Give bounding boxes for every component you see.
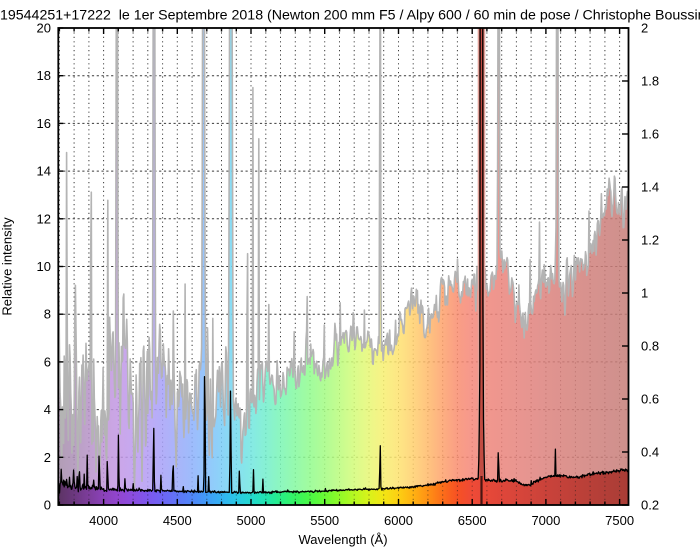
svg-text:14: 14 xyxy=(37,164,51,179)
svg-text:19544251+17222 le 1er Septemb: 19544251+17222 le 1er Septembre 2018 (Ne… xyxy=(0,8,700,24)
svg-text:1.6: 1.6 xyxy=(641,127,659,142)
svg-text:2: 2 xyxy=(44,450,51,465)
svg-text:0.6: 0.6 xyxy=(641,392,659,407)
svg-text:4000: 4000 xyxy=(89,513,118,528)
svg-text:0.8: 0.8 xyxy=(641,339,659,354)
svg-text:10: 10 xyxy=(37,259,51,274)
svg-text:7000: 7000 xyxy=(531,513,560,528)
svg-text:1.4: 1.4 xyxy=(641,180,659,195)
svg-text:6: 6 xyxy=(44,354,51,369)
svg-text:Wavelength (Å): Wavelength (Å) xyxy=(298,532,387,547)
svg-text:0.2: 0.2 xyxy=(641,498,659,513)
svg-text:6000: 6000 xyxy=(384,513,413,528)
svg-text:5000: 5000 xyxy=(237,513,266,528)
svg-text:1.2: 1.2 xyxy=(641,233,659,248)
svg-text:20: 20 xyxy=(37,21,51,36)
svg-text:16: 16 xyxy=(37,116,51,131)
svg-text:5500: 5500 xyxy=(310,513,339,528)
svg-text:Relative intensity: Relative intensity xyxy=(0,217,15,316)
svg-text:4: 4 xyxy=(44,402,51,417)
svg-text:4500: 4500 xyxy=(163,513,192,528)
svg-text:0: 0 xyxy=(44,498,51,513)
svg-text:6500: 6500 xyxy=(458,513,487,528)
svg-text:0.4: 0.4 xyxy=(641,445,659,460)
svg-text:8: 8 xyxy=(44,307,51,322)
svg-text:18: 18 xyxy=(37,68,51,83)
svg-text:2: 2 xyxy=(641,21,648,36)
svg-text:7500: 7500 xyxy=(605,513,634,528)
svg-text:1.8: 1.8 xyxy=(641,74,659,89)
svg-text:12: 12 xyxy=(37,211,51,226)
svg-text:1: 1 xyxy=(641,286,648,301)
